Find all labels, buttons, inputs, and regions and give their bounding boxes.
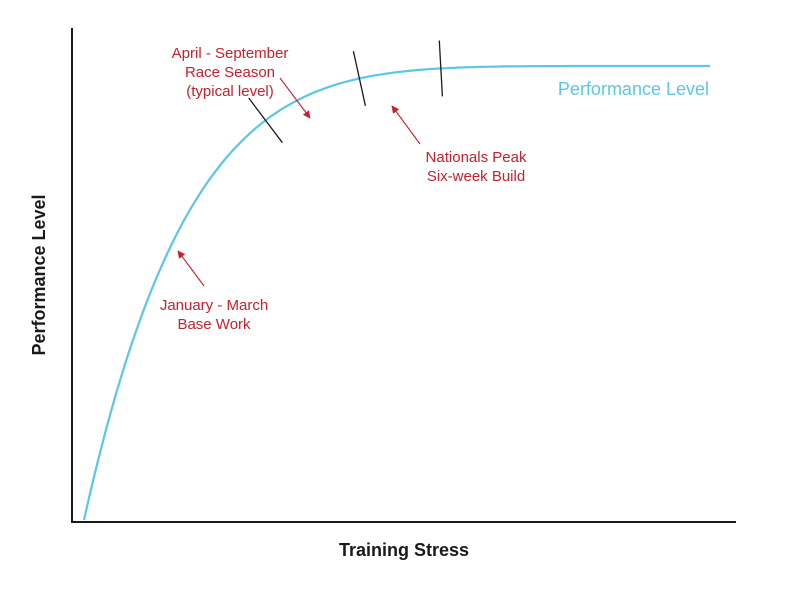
annotation-line: (typical level) bbox=[186, 83, 274, 100]
annotation-line: Nationals Peak bbox=[426, 149, 527, 166]
annotation-line: Six-week Build bbox=[427, 168, 525, 185]
phase-boundaries bbox=[248, 40, 444, 144]
annotation: January - March Base Work bbox=[160, 250, 268, 333]
annotation-line: Race Season bbox=[185, 64, 275, 81]
annotation-label: April - September Race Season (typical lev… bbox=[172, 45, 289, 100]
phase-boundary-tick bbox=[438, 40, 444, 97]
annotation-line: April - September bbox=[172, 45, 289, 62]
annotation-arrow bbox=[279, 77, 311, 119]
performance-curve bbox=[82, 64, 710, 521]
annotation-arrow bbox=[177, 250, 205, 287]
annotation-label: Nationals Peak Six-week Build bbox=[426, 149, 527, 185]
annotation-line: Base Work bbox=[177, 316, 251, 333]
series-label: Performance Level bbox=[558, 79, 709, 99]
annotation-label: January - March Base Work bbox=[160, 297, 268, 333]
annotation: Nationals Peak Six-week Build bbox=[391, 105, 527, 185]
phase-boundary-tick bbox=[248, 97, 283, 144]
phase-boundary-tick bbox=[352, 50, 367, 106]
y-axis-title: Performance Level bbox=[29, 194, 49, 355]
annotations: January - March Base Work April - Septembe… bbox=[160, 45, 527, 333]
x-axis-title: Training Stress bbox=[339, 540, 469, 560]
annotation-arrow bbox=[391, 105, 421, 145]
annotation-line: January - March bbox=[160, 297, 268, 314]
annotation: April - September Race Season (typical lev… bbox=[172, 45, 311, 119]
